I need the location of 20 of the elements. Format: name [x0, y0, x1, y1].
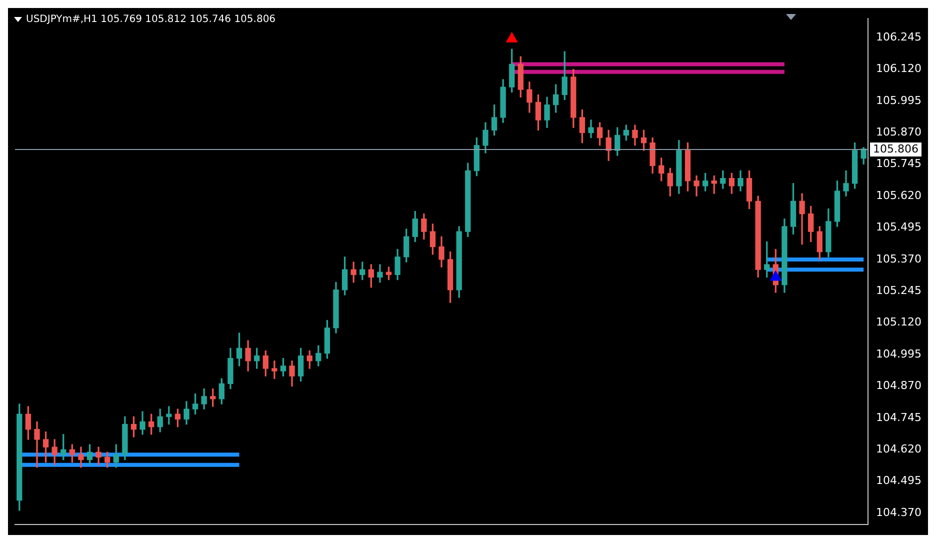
y-tick-label: 104.745 [876, 410, 922, 424]
y-tick-label: 105.120 [876, 316, 922, 329]
y-tick-label: 105.370 [876, 252, 922, 266]
y-tick-label: 105.870 [876, 126, 922, 139]
y-tick-label: 105.620 [876, 188, 922, 202]
y-tick-label: 105.495 [876, 220, 922, 234]
y-tick-label: 104.870 [876, 379, 922, 392]
y-tick-label: 105.995 [876, 94, 922, 107]
candlestick [34, 421, 40, 468]
ref-line-label: 105.806 [873, 142, 918, 156]
y-tick-label: 104.995 [876, 347, 922, 360]
chart-title: USDJPYm#,H1 105.769 105.812 105.746 105.806 [26, 14, 276, 25]
y-tick-label: 106.120 [876, 62, 922, 76]
y-tick-label: 104.495 [876, 474, 922, 488]
y-tick-label: 106.245 [876, 30, 922, 44]
y-tick-label: 104.620 [876, 442, 922, 456]
y-tick-label: 105.745 [876, 157, 922, 170]
y-tick-label: 104.370 [876, 506, 922, 519]
candlestick [799, 193, 805, 245]
y-tick-label: 105.245 [876, 284, 922, 298]
